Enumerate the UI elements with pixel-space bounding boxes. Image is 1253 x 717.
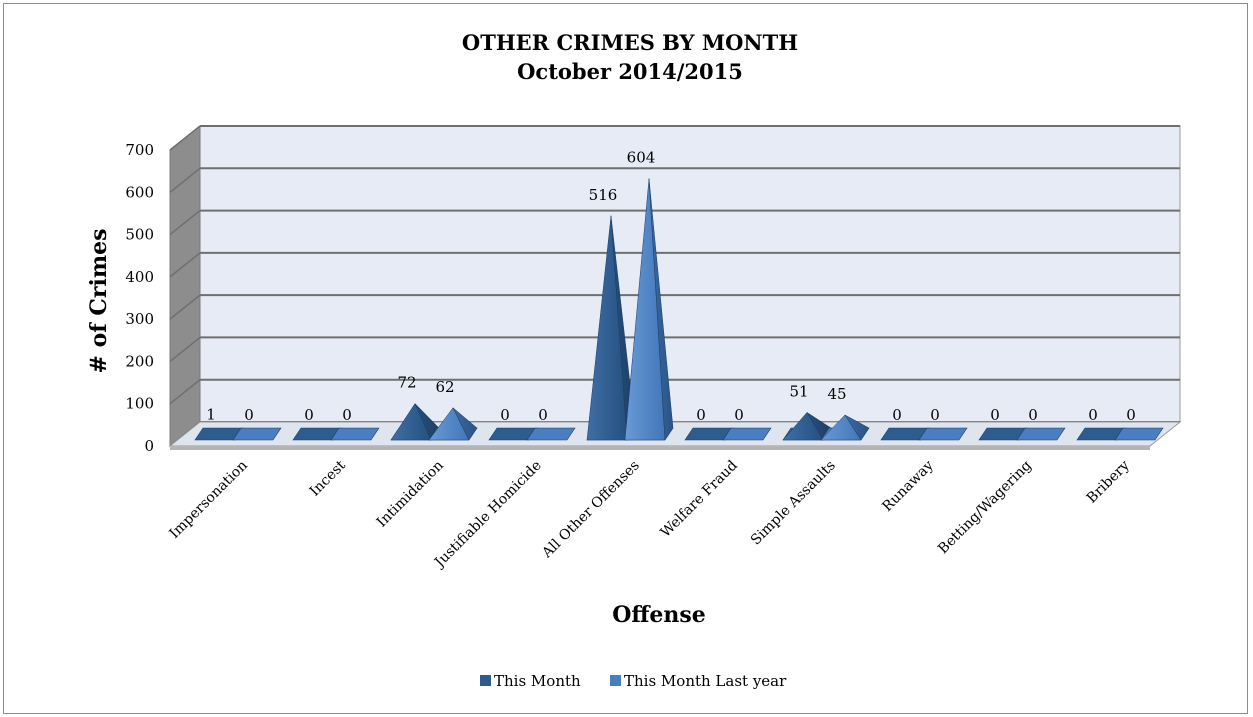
y-tick-label: 0 [144, 437, 154, 455]
y-tick-label: 700 [125, 141, 154, 159]
gridline-side [169, 209, 201, 236]
x-tick-label: All Other Offenses [539, 458, 643, 562]
y-tick-label: 500 [125, 226, 154, 244]
y-axis-ticks: 0 100 200 300 400 500 600 700 [125, 141, 154, 455]
pyramid-base [330, 427, 380, 441]
data-label: 72 [397, 374, 416, 392]
legend-label: This Month [494, 672, 581, 690]
chart-subtitle: October 2014/2015 [517, 59, 743, 84]
gridline-side [169, 252, 201, 278]
data-label: 0 [734, 406, 744, 424]
data-label: 516 [589, 186, 618, 204]
legend-label: This Month Last year [624, 672, 787, 690]
data-label: 604 [627, 149, 656, 167]
floor-edge [170, 446, 1150, 450]
y-tick-label: 600 [125, 183, 154, 201]
x-axis-ticks: Impersonation Incest IntimidationJustifiab… [166, 457, 1132, 572]
legend-item: This Month Last year [610, 672, 787, 690]
data-label: 1 [206, 406, 216, 424]
legend: This Month This Month Last year [480, 672, 787, 690]
data-label: 0 [1088, 406, 1098, 424]
gridline-side [169, 336, 201, 363]
gridline-side [169, 167, 201, 193]
pyramid-base [918, 427, 968, 441]
side-wall [169, 124, 201, 448]
data-label: 0 [342, 406, 352, 424]
data-label: 0 [538, 406, 548, 424]
data-marks [194, 178, 1164, 441]
x-tick-label: Justifiable Homicide [430, 458, 544, 572]
legend-swatch [480, 675, 491, 686]
pyramid-base [232, 427, 282, 441]
x-tick-label: Bribery [1084, 457, 1133, 506]
pyramid-base [1016, 427, 1066, 441]
x-tick-label: Betting/Wagering [935, 457, 1035, 557]
data-label: 0 [244, 406, 254, 424]
data-label: 45 [827, 385, 846, 403]
data-label: 62 [435, 378, 454, 396]
x-tick-label: Simple Assaults [748, 458, 839, 549]
pyramid-base [526, 427, 576, 441]
gridline-side [169, 379, 201, 405]
pyramid-side-face [648, 178, 674, 441]
y-axis-title: # of Crimes [86, 228, 112, 373]
x-tick-label: Impersonation [166, 458, 250, 542]
y-tick-label: 200 [125, 352, 154, 370]
gridline-side [169, 294, 201, 320]
data-label: 0 [930, 406, 940, 424]
y-tick-label: 100 [125, 395, 154, 413]
legend-swatch [610, 675, 621, 686]
pyramid-base [722, 427, 772, 441]
chart-title: OTHER CRIMES BY MONTH [462, 30, 798, 55]
x-tick-label: Welfare Fraud [658, 457, 741, 540]
pyramid-side-face [452, 407, 478, 441]
x-tick-label: Intimidation [374, 458, 447, 531]
legend-item: This Month [480, 672, 581, 690]
data-label: 0 [304, 406, 314, 424]
pyramid-side-face [844, 414, 870, 441]
back-wall [199, 125, 1181, 423]
data-label: 0 [1028, 406, 1038, 424]
data-label: 0 [892, 406, 902, 424]
chart-walls [169, 124, 1181, 448]
data-label: 51 [789, 382, 808, 400]
data-labels: 1 0 0 0 72 62 0 0 516 604 0 0 51 45 0 0 0 0 0 0 [206, 149, 1136, 424]
y-tick-label: 300 [125, 310, 154, 328]
data-label: 0 [696, 406, 706, 424]
x-tick-label: Runaway [879, 457, 936, 514]
x-axis-title: Offense [612, 602, 706, 628]
data-label: 0 [500, 406, 510, 424]
data-label: 0 [990, 406, 1000, 424]
gridline-side [169, 125, 201, 151]
data-label: 0 [1126, 406, 1136, 424]
pyramid-base [1114, 427, 1164, 441]
y-tick-label: 400 [125, 268, 154, 286]
x-tick-label: Incest [307, 457, 349, 499]
